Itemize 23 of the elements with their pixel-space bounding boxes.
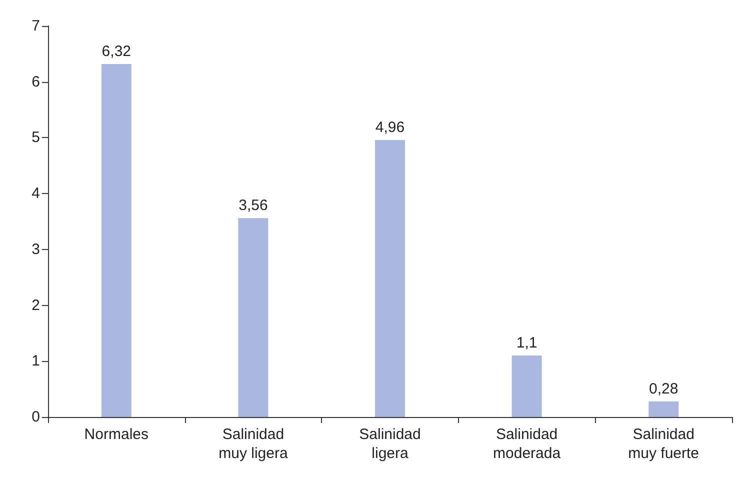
y-tick-label: 6: [32, 73, 40, 90]
y-tick-label: 3: [32, 240, 40, 258]
bar: [512, 356, 542, 417]
y-tick-label: 0: [32, 408, 40, 426]
y-tick-label: 7: [32, 18, 40, 34]
bar: [375, 140, 405, 417]
data-label: 1,1: [516, 334, 538, 352]
bar: [238, 218, 268, 417]
y-tick-label: 4: [32, 185, 40, 202]
y-tick-label: 1: [32, 352, 40, 370]
data-label: 6,32: [102, 42, 131, 60]
y-tick-label: 2: [32, 296, 40, 314]
x-tick-label: Salinidad muy ligera: [218, 426, 288, 462]
bar: [648, 401, 679, 417]
x-tick-label: Salinidad muy fuerte: [628, 426, 700, 462]
data-label: 3,56: [238, 197, 268, 214]
y-tick-label: 5: [32, 129, 40, 146]
x-tick-label: Salinidad ligera: [359, 426, 421, 462]
data-label: 0,28: [649, 380, 678, 398]
data-label: 4,96: [375, 118, 405, 136]
x-tick-label: Normales: [84, 426, 148, 443]
x-tick-label: Salinidad moderada: [493, 426, 562, 462]
bar: [101, 64, 132, 417]
